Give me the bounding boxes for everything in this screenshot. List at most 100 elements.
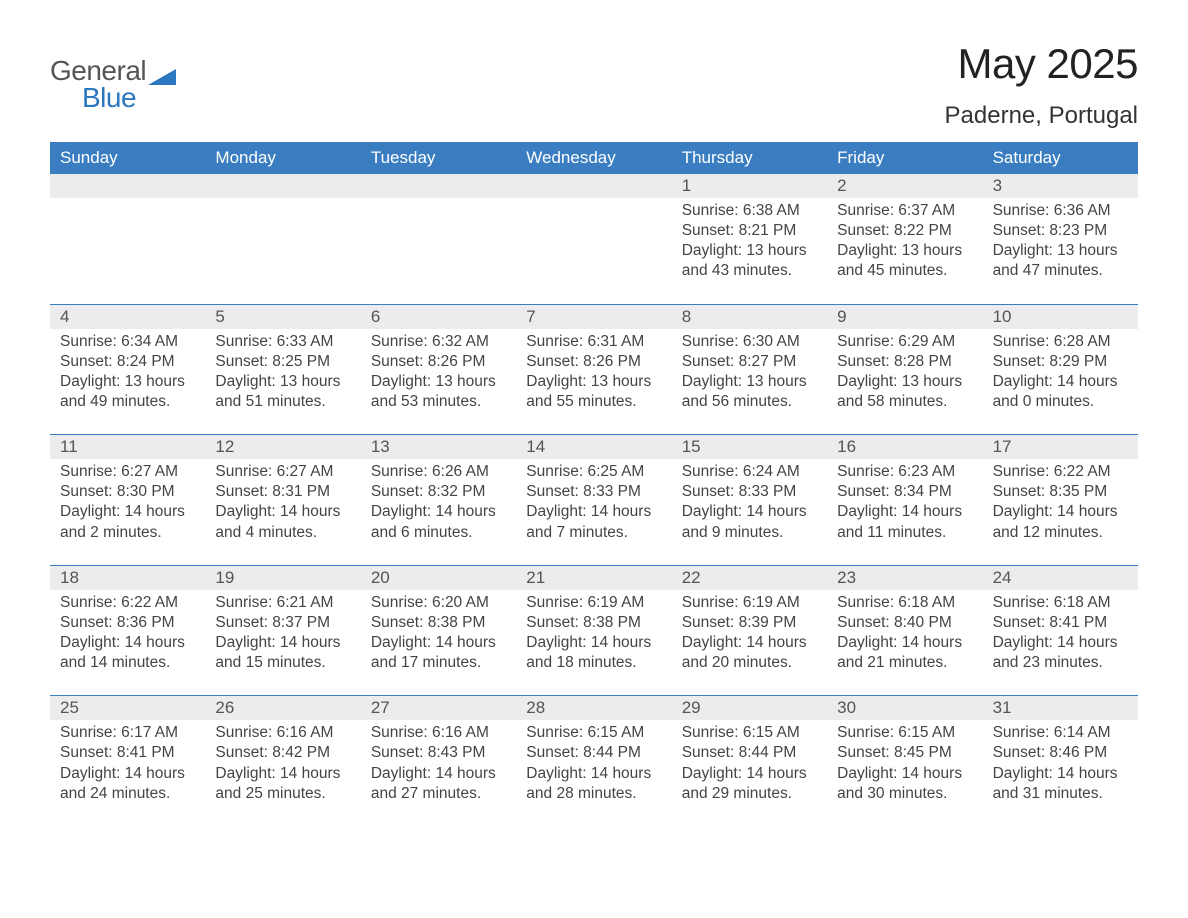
day-number: 12 [205, 435, 360, 459]
day-detail: Sunrise: 6:15 AMSunset: 8:45 PMDaylight:… [837, 723, 972, 804]
day-cell: 19Sunrise: 6:21 AMSunset: 8:37 PMDayligh… [205, 566, 360, 678]
day-cell: 26 Sunrise: 6:16 AMSunset: 8:42 PMDayligh… [205, 696, 360, 808]
week-row: 4 Sunrise: 6:34 AMSunset: 8:24 PMDaylight… [50, 304, 1138, 435]
day-cell: 22 Sunrise: 6:19 AMSunset: 8:39 PMDayligh… [672, 566, 827, 678]
day-number: 18 [50, 566, 205, 590]
header: General Blue May 2025 Paderne, Portugal [50, 40, 1138, 130]
col-saturday: Saturday [983, 142, 1138, 174]
day-detail: Sunrise: 6:26 AMSunset: 8:32 PMDaylight:… [371, 462, 506, 543]
title-block: May 2025 Paderne, Portugal [945, 40, 1138, 130]
day-cell: 27 Sunrise: 6:16 AMSunset: 8:43 PMDayligh… [361, 696, 516, 808]
day-cell: 8Sunrise: 6:30 AMSunset: 8:27 PMDaylight… [672, 305, 827, 417]
day-cell: 11 Sunrise: 6:27 AMSunset: 8:30 PMDayligh… [50, 435, 205, 547]
day-number: 31 [983, 696, 1138, 720]
day-number: 17 [983, 435, 1138, 459]
page-title: May 2025 [945, 40, 1138, 88]
day-detail: Sunrise: 6:23 AMSunset: 8:34 PMDaylight:… [837, 462, 972, 543]
day-number: 20 [361, 566, 516, 590]
day-cell: 31Sunrise: 6:14 AMSunset: 8:46 PMDayligh… [983, 696, 1138, 808]
day-number: 3 [983, 174, 1138, 198]
day-cell: 3 Sunrise: 6:36 AMSunset: 8:23 PMDaylight… [983, 174, 1138, 286]
day-cell: 12Sunrise: 6:27 AMSunset: 8:31 PMDayligh… [205, 435, 360, 547]
day-cell [361, 174, 516, 286]
day-cell: 7 Sunrise: 6:31 AMSunset: 8:26 PMDaylight… [516, 305, 671, 417]
day-number: 27 [361, 696, 516, 720]
day-cell: 16Sunrise: 6:23 AMSunset: 8:34 PMDayligh… [827, 435, 982, 547]
day-detail: Sunrise: 6:15 AMSunset: 8:44 PMDaylight:… [526, 723, 661, 804]
day-cell: 5Sunrise: 6:33 AMSunset: 8:25 PMDaylight… [205, 305, 360, 417]
day-cell [50, 174, 205, 286]
day-detail: Sunrise: 6:27 AMSunset: 8:30 PMDaylight:… [60, 462, 195, 543]
day-number [516, 174, 671, 198]
day-number: 13 [361, 435, 516, 459]
day-detail: Sunrise: 6:19 AMSunset: 8:39 PMDaylight:… [682, 593, 817, 674]
day-detail: Sunrise: 6:17 AMSunset: 8:41 PMDaylight:… [60, 723, 195, 804]
day-detail: Sunrise: 6:25 AMSunset: 8:33 PMDaylight:… [526, 462, 661, 543]
week-row: 18 Sunrise: 6:22 AMSunset: 8:36 PMDayligh… [50, 565, 1138, 696]
day-detail: Sunrise: 6:30 AMSunset: 8:27 PMDaylight:… [682, 332, 817, 413]
day-cell: 25 Sunrise: 6:17 AMSunset: 8:41 PMDayligh… [50, 696, 205, 808]
day-cell: 24Sunrise: 6:18 AMSunset: 8:41 PMDayligh… [983, 566, 1138, 678]
day-number: 21 [516, 566, 671, 590]
day-cell: 28 Sunrise: 6:15 AMSunset: 8:44 PMDayligh… [516, 696, 671, 808]
day-cell: 21 Sunrise: 6:19 AMSunset: 8:38 PMDayligh… [516, 566, 671, 678]
day-cell [516, 174, 671, 286]
day-cell: 4 Sunrise: 6:34 AMSunset: 8:24 PMDaylight… [50, 305, 205, 417]
day-cell: 23 Sunrise: 6:18 AMSunset: 8:40 PMDayligh… [827, 566, 982, 678]
weeks-container: 1Sunrise: 6:38 AMSunset: 8:21 PMDaylight… [50, 174, 1138, 826]
day-detail: Sunrise: 6:32 AMSunset: 8:26 PMDaylight:… [371, 332, 506, 413]
day-cell: 10Sunrise: 6:28 AMSunset: 8:29 PMDayligh… [983, 305, 1138, 417]
col-sunday: Sunday [50, 142, 205, 174]
day-detail: Sunrise: 6:24 AMSunset: 8:33 PMDaylight:… [682, 462, 817, 543]
week-row: 11 Sunrise: 6:27 AMSunset: 8:30 PMDayligh… [50, 434, 1138, 565]
location-label: Paderne, Portugal [945, 102, 1138, 130]
logo-blue-text: Blue [82, 85, 176, 112]
col-friday: Friday [827, 142, 982, 174]
day-number: 29 [672, 696, 827, 720]
day-detail: Sunrise: 6:20 AMSunset: 8:38 PMDaylight:… [371, 593, 506, 674]
day-number: 7 [516, 305, 671, 329]
day-cell: 30 Sunrise: 6:15 AMSunset: 8:45 PMDayligh… [827, 696, 982, 808]
day-cell: 1Sunrise: 6:38 AMSunset: 8:21 PMDaylight… [672, 174, 827, 286]
col-monday: Monday [205, 142, 360, 174]
day-number: 23 [827, 566, 982, 590]
day-detail: Sunrise: 6:15 AMSunset: 8:44 PMDaylight:… [682, 723, 817, 804]
week-row: 25 Sunrise: 6:17 AMSunset: 8:41 PMDayligh… [50, 695, 1138, 826]
day-detail: Sunrise: 6:22 AMSunset: 8:36 PMDaylight:… [60, 593, 195, 674]
day-cell: 18 Sunrise: 6:22 AMSunset: 8:36 PMDayligh… [50, 566, 205, 678]
logo-general-text: General [50, 58, 146, 85]
col-tuesday: Tuesday [361, 142, 516, 174]
day-cell: 6 Sunrise: 6:32 AMSunset: 8:26 PMDaylight… [361, 305, 516, 417]
day-number: 6 [361, 305, 516, 329]
day-detail: Sunrise: 6:34 AMSunset: 8:24 PMDaylight:… [60, 332, 195, 413]
day-cell: 15 Sunrise: 6:24 AMSunset: 8:33 PMDayligh… [672, 435, 827, 547]
day-number: 5 [205, 305, 360, 329]
day-number: 19 [205, 566, 360, 590]
day-number: 1 [672, 174, 827, 198]
day-number: 15 [672, 435, 827, 459]
day-cell: 14 Sunrise: 6:25 AMSunset: 8:33 PMDayligh… [516, 435, 671, 547]
day-detail: Sunrise: 6:22 AMSunset: 8:35 PMDaylight:… [993, 462, 1128, 543]
day-detail: Sunrise: 6:36 AMSunset: 8:23 PMDaylight:… [993, 201, 1128, 282]
day-number: 11 [50, 435, 205, 459]
day-detail: Sunrise: 6:16 AMSunset: 8:42 PMDaylight:… [215, 723, 350, 804]
day-number: 26 [205, 696, 360, 720]
col-wednesday: Wednesday [516, 142, 671, 174]
day-detail: Sunrise: 6:16 AMSunset: 8:43 PMDaylight:… [371, 723, 506, 804]
day-number [50, 174, 205, 198]
day-number: 14 [516, 435, 671, 459]
day-detail: Sunrise: 6:19 AMSunset: 8:38 PMDaylight:… [526, 593, 661, 674]
day-number: 28 [516, 696, 671, 720]
day-number: 30 [827, 696, 982, 720]
day-detail: Sunrise: 6:31 AMSunset: 8:26 PMDaylight:… [526, 332, 661, 413]
day-detail: Sunrise: 6:18 AMSunset: 8:40 PMDaylight:… [837, 593, 972, 674]
day-number: 22 [672, 566, 827, 590]
day-number [205, 174, 360, 198]
day-cell [205, 174, 360, 286]
day-detail: Sunrise: 6:28 AMSunset: 8:29 PMDaylight:… [993, 332, 1128, 413]
day-number: 4 [50, 305, 205, 329]
week-row: 1Sunrise: 6:38 AMSunset: 8:21 PMDaylight… [50, 174, 1138, 304]
day-number: 25 [50, 696, 205, 720]
day-cell: 2Sunrise: 6:37 AMSunset: 8:22 PMDaylight… [827, 174, 982, 286]
day-cell: 29 Sunrise: 6:15 AMSunset: 8:44 PMDayligh… [672, 696, 827, 808]
